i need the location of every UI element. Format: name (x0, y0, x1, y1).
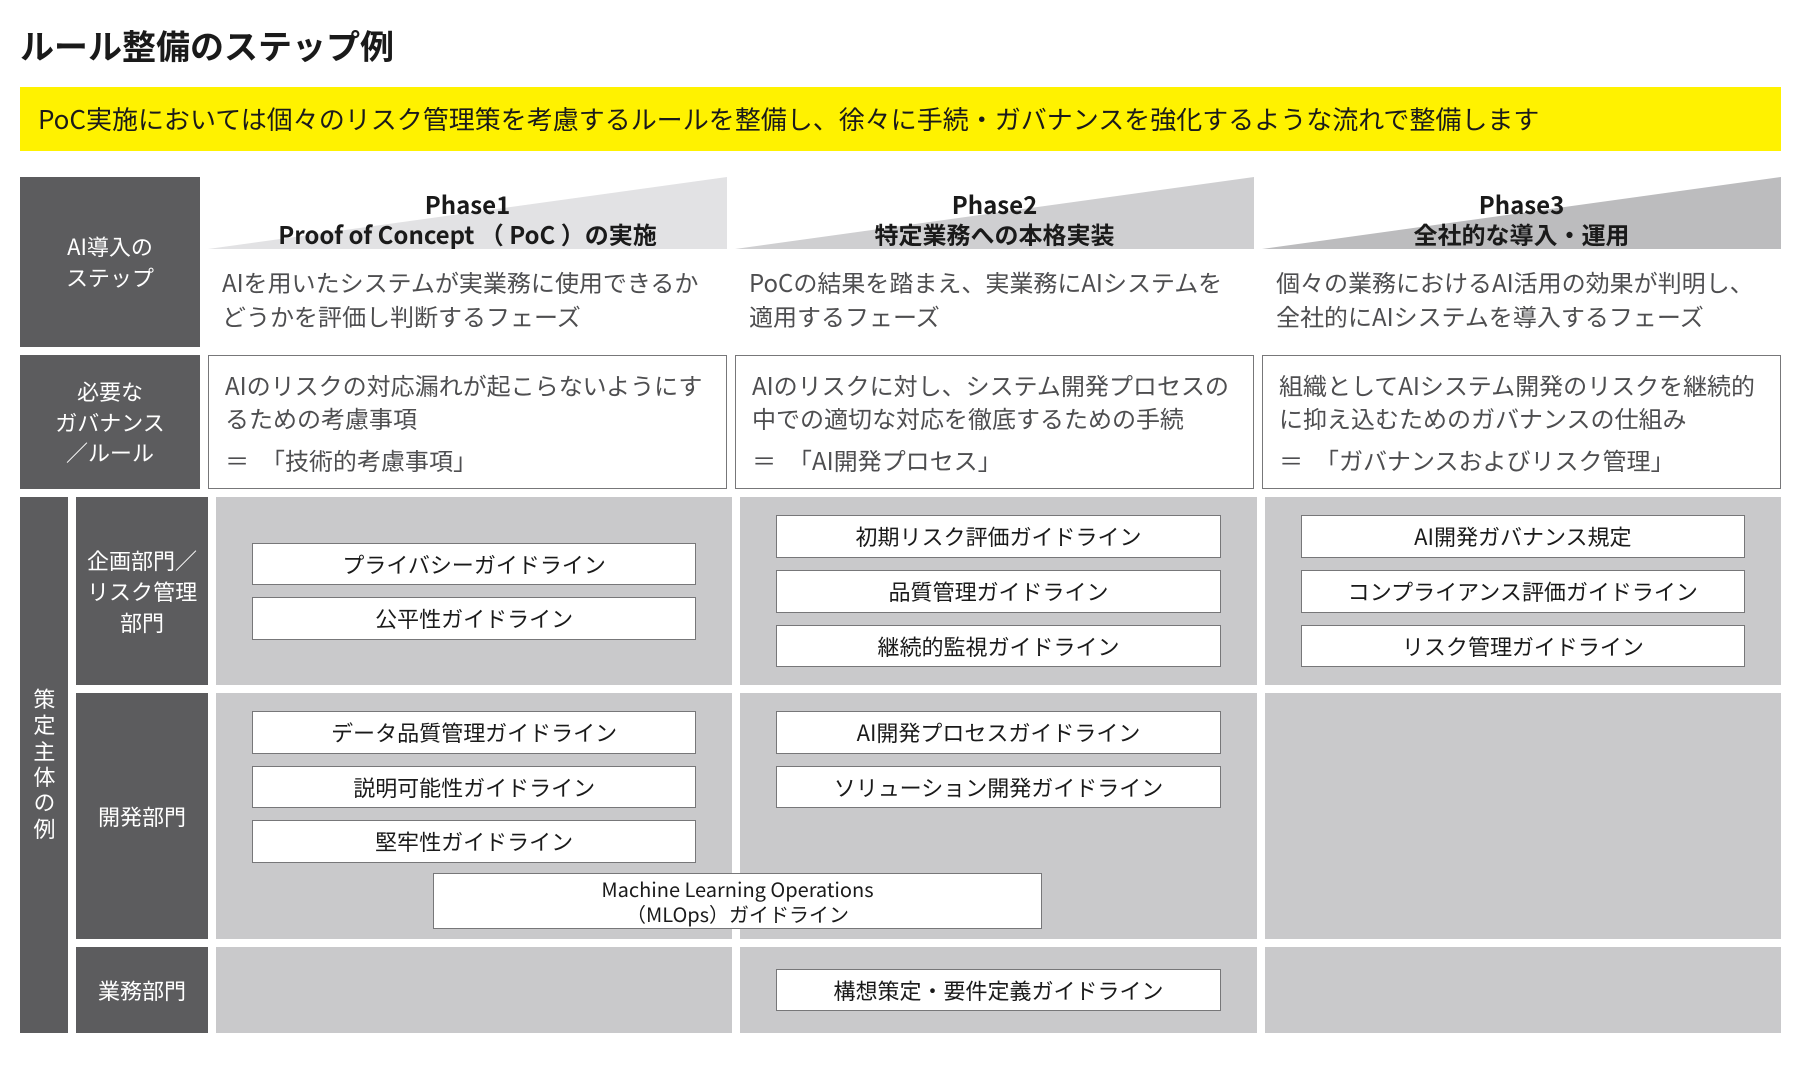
phase2-gov: AIのリスクに対し、システム開発プロセスの中での適切な対応を徹底するための手続 … (735, 355, 1254, 490)
phase1-desc: AIを用いたシステムが実業務に使用できるかどうかを評価し判断するフェーズ (208, 255, 727, 346)
phase2-business: 構想策定・要件定義ガイドライン (740, 947, 1256, 1033)
row-label-steps: AI導入のステップ (20, 177, 200, 346)
label-development: 開発部門 (76, 693, 208, 939)
label-development-text: 開発部門 (98, 801, 186, 832)
banner: PoC実施においては個々のリスク管理策を考慮するルールを整備し、徐々に手続・ガバ… (20, 87, 1781, 151)
guideline-box: 公平性ガイドライン (252, 597, 696, 640)
phase1-title: Phase1 Proof of Concept （ PoC ）の実施 (208, 189, 727, 249)
phase2-gov-eq: ＝ 「AI開発プロセス」 (752, 443, 1002, 477)
guideline-box: 品質管理ガイドライン (776, 570, 1220, 613)
row-label-governance: 必要なガバナンス／ルール (20, 355, 200, 490)
page-title: ルール整備のステップ例 (20, 20, 1781, 69)
guideline-box: 説明可能性ガイドライン (252, 766, 696, 809)
guideline-box: AI開発プロセスガイドライン (776, 711, 1220, 754)
phase2-gov-box: AIのリスクに対し、システム開発プロセスの中での適切な対応を徹底するための手続 … (735, 355, 1254, 490)
phase1-business (216, 947, 732, 1033)
mlops-line1: Machine Learning Operations (442, 876, 1033, 901)
grid-area: AI導入のステップ Phase1 Proof of Concept （ PoC … (20, 177, 1781, 1033)
guideline-box: 継続的監視ガイドライン (776, 625, 1220, 668)
mlops-span-box: Machine Learning Operations （MLOps）ガイドライ… (433, 873, 1042, 929)
row-label-steps-text: AI導入のステップ (66, 231, 154, 293)
policy-makers-stack: 企画部門／リスク管理部門 プライバシーガイドライン 公平性ガイドライン 初期リス… (76, 497, 1781, 1033)
phase2-desc: PoCの結果を踏まえ、実業務にAIシステムを適用するフェーズ (735, 255, 1254, 346)
phase3-gov-box: 組織としてAIシステム開発のリスクを継続的に抑え込むためのガバナンスの仕組み ＝… (1262, 355, 1781, 490)
row-label-policy-makers-text: 策定主体の例 (29, 687, 60, 843)
phase3-development (1265, 693, 1781, 939)
phase3-title-sub: 全社的な導入・運用 (1414, 216, 1630, 251)
phase1-title-sub: Proof of Concept （ PoC ）の実施 (278, 216, 656, 251)
label-business: 業務部門 (76, 947, 208, 1033)
phase3-col-hdr: Phase3 全社的な導入・運用 個々の業務におけるAI活用の効果が判明し、全社… (1262, 177, 1781, 346)
page-root: ルール整備のステップ例 PoC実施においては個々のリスク管理策を考慮するルールを… (0, 0, 1801, 1073)
guideline-box: 構想策定・要件定義ガイドライン (776, 969, 1220, 1012)
phase3-desc: 個々の業務におけるAI活用の効果が判明し、全社的にAIシステムを導入するフェーズ (1262, 255, 1781, 346)
row-label-governance-text: 必要なガバナンス／ルール (55, 376, 165, 468)
phase2-wedge: Phase2 特定業務への本格実装 (735, 177, 1254, 249)
guideline-box: AI開発ガバナンス規定 (1301, 515, 1745, 558)
guideline-box: 堅牢性ガイドライン (252, 820, 696, 863)
phase1-gov-text: AIのリスクの対応漏れが起こらないようにするための考慮事項 (225, 367, 702, 436)
phase2-title: Phase2 特定業務への本格実装 (735, 189, 1254, 249)
guideline-box: プライバシーガイドライン (252, 543, 696, 586)
phase3-gov: 組織としてAIシステム開発のリスクを継続的に抑え込むためのガバナンスの仕組み ＝… (1262, 355, 1781, 490)
subrow-development: 開発部門 データ品質管理ガイドライン 説明可能性ガイドライン 堅牢性ガイドライン… (76, 693, 1781, 939)
row-policy-makers: 策定主体の例 企画部門／リスク管理部門 プライバシーガイドライン 公平性ガイドラ… (20, 497, 1781, 1033)
phase3-business (1265, 947, 1781, 1033)
row-governance: 必要なガバナンス／ルール AIのリスクの対応漏れが起こらないようにするための考慮… (20, 355, 1781, 490)
label-business-text: 業務部門 (98, 975, 186, 1006)
guideline-box: コンプライアンス評価ガイドライン (1301, 570, 1745, 613)
subrow-business: 業務部門 構想策定・要件定義ガイドライン (76, 947, 1781, 1033)
phase3-gov-text: 組織としてAIシステム開発のリスクを継続的に抑え込むためのガバナンスの仕組み (1279, 367, 1755, 436)
phase2-gov-text: AIのリスクに対し、システム開発プロセスの中での適切な対応を徹底するための手続 (752, 367, 1229, 436)
guideline-box: ソリューション開発ガイドライン (776, 766, 1220, 809)
guideline-box: 初期リスク評価ガイドライン (776, 515, 1220, 558)
phase1-gov-eq: ＝ 「技術的考慮事項」 (225, 443, 477, 477)
guideline-box: リスク管理ガイドライン (1301, 625, 1745, 668)
row-label-policy-makers: 策定主体の例 (20, 497, 68, 1033)
subrow-planning-risk: 企画部門／リスク管理部門 プライバシーガイドライン 公平性ガイドライン 初期リス… (76, 497, 1781, 685)
phase3-gov-eq: ＝ 「ガバナンスおよびリスク管理」 (1279, 443, 1675, 477)
mlops-line2: （MLOps）ガイドライン (442, 901, 1033, 926)
guideline-box: データ品質管理ガイドライン (252, 711, 696, 754)
phase1-wedge: Phase1 Proof of Concept （ PoC ）の実施 (208, 177, 727, 249)
phase1-gov-box: AIのリスクの対応漏れが起こらないようにするための考慮事項 ＝ 「技術的考慮事項… (208, 355, 727, 490)
phase1-gov: AIのリスクの対応漏れが起こらないようにするための考慮事項 ＝ 「技術的考慮事項… (208, 355, 727, 490)
phase2-col-hdr: Phase2 特定業務への本格実装 PoCの結果を踏まえ、実業務にAIシステムを… (735, 177, 1254, 346)
phase1-planning-risk: プライバシーガイドライン 公平性ガイドライン (216, 497, 732, 685)
phase3-wedge: Phase3 全社的な導入・運用 (1262, 177, 1781, 249)
label-planning-risk: 企画部門／リスク管理部門 (76, 497, 208, 685)
phase3-title: Phase3 全社的な導入・運用 (1262, 189, 1781, 249)
phase3-planning-risk: AI開発ガバナンス規定 コンプライアンス評価ガイドライン リスク管理ガイドライン (1265, 497, 1781, 685)
phase1-col-hdr: Phase1 Proof of Concept （ PoC ）の実施 AIを用い… (208, 177, 727, 346)
label-planning-risk-text: 企画部門／リスク管理部門 (87, 545, 197, 637)
row-phase-headers: AI導入のステップ Phase1 Proof of Concept （ PoC … (20, 177, 1781, 346)
phase2-title-sub: 特定業務への本格実装 (875, 216, 1115, 251)
phase2-planning-risk: 初期リスク評価ガイドライン 品質管理ガイドライン 継続的監視ガイドライン (740, 497, 1256, 685)
